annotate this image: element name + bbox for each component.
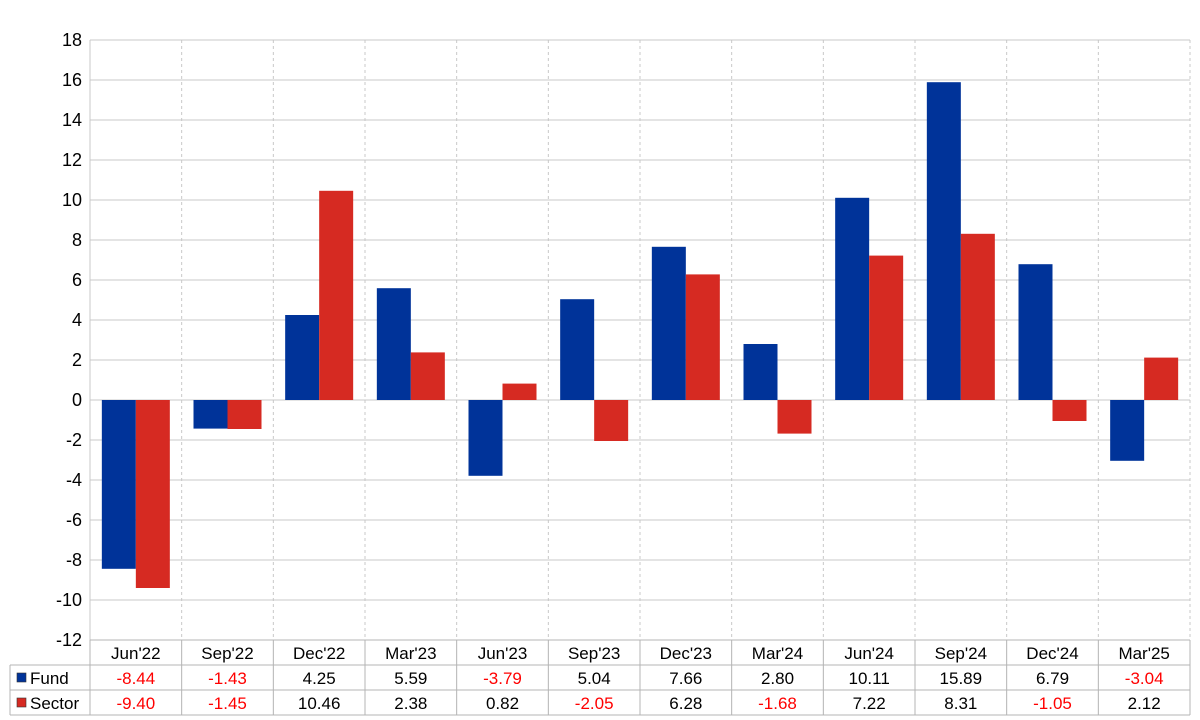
category-label: Sep'24 [935, 644, 987, 663]
bar-fund-0 [101, 400, 136, 569]
data-label-sector: 2.38 [394, 694, 427, 713]
data-label-fund: -3.04 [1125, 669, 1164, 688]
category-label: Mar'23 [385, 644, 436, 663]
category-label: Sep'23 [568, 644, 620, 663]
bar-sector-2 [319, 190, 354, 400]
data-label-fund: 6.79 [1036, 669, 1069, 688]
bar-sector-0 [135, 400, 170, 588]
bar-sector-10 [1052, 400, 1087, 421]
data-label-fund: 5.04 [578, 669, 611, 688]
data-label-sector: 8.31 [944, 694, 977, 713]
data-label-sector: -1.68 [758, 694, 797, 713]
data-label-fund: 10.11 [849, 669, 890, 688]
grid-lines [89, 39, 1191, 641]
legend-label-fund: Fund [30, 669, 69, 688]
bar-sector-6 [685, 274, 720, 400]
data-table: Jun'22 Sep'22 Dec'22 Mar'23 Jun'23 Sep'23 Dec'… [9, 639, 1191, 716]
bar-fund-6 [651, 246, 686, 400]
data-label-fund: -3.79 [483, 669, 522, 688]
data-label-fund: -1.43 [208, 669, 247, 688]
y-axis: 18 16 14 12 10 8 6 4 2 0 -2 -4 -6 -8 -10 -12 [56, 30, 82, 650]
y-tick-label: 16 [62, 70, 82, 90]
category-label: Mar'24 [752, 644, 803, 663]
y-tick-label: 12 [62, 150, 82, 170]
bar-fund-1 [193, 400, 228, 429]
y-tick-label: 10 [62, 190, 82, 210]
bar-fund-11 [1110, 400, 1145, 461]
y-tick-label: 8 [72, 230, 82, 250]
data-label-fund: -8.44 [116, 669, 155, 688]
legend-label-sector: Sector [30, 694, 79, 713]
category-label: Jun'24 [844, 644, 894, 663]
data-label-sector: 0.82 [486, 694, 519, 713]
category-label: Dec'22 [293, 644, 345, 663]
category-label: Sep'22 [201, 644, 253, 663]
y-tick-label: -6 [66, 510, 82, 530]
y-tick-label: 0 [72, 390, 82, 410]
y-tick-label: 2 [72, 350, 82, 370]
legend-swatch-sector [16, 697, 27, 708]
data-label-fund: 2.80 [761, 669, 794, 688]
bar-sector-4 [502, 383, 537, 400]
bar-fund-8 [835, 197, 870, 400]
bar-sector-9 [960, 233, 995, 400]
bar-fund-9 [926, 82, 961, 400]
data-label-sector: -9.40 [116, 694, 155, 713]
data-label-sector: 2.12 [1128, 694, 1161, 713]
y-tick-label: 6 [72, 270, 82, 290]
bar-sector-1 [227, 400, 262, 429]
y-tick-label: -8 [66, 550, 82, 570]
data-label-fund: 15.89 [940, 669, 983, 688]
bar-fund-5 [560, 299, 595, 400]
bar-fund-7 [743, 344, 778, 400]
bar-fund-4 [468, 400, 503, 476]
y-tick-label: -10 [56, 590, 82, 610]
bar-fund-3 [376, 288, 411, 400]
data-label-sector: -1.05 [1033, 694, 1072, 713]
data-label-sector: 6.28 [669, 694, 702, 713]
bar-sector-8 [869, 255, 904, 400]
legend-swatch-fund [16, 672, 27, 683]
data-label-sector: -2.05 [575, 694, 614, 713]
bars [101, 82, 1179, 588]
bar-sector-11 [1144, 357, 1179, 400]
category-label: Dec'24 [1026, 644, 1078, 663]
data-label-fund: 4.25 [303, 669, 336, 688]
y-tick-label: -4 [66, 470, 82, 490]
y-tick-label: 4 [72, 310, 82, 330]
data-label-fund: 5.59 [394, 669, 427, 688]
data-label-sector: 10.46 [298, 694, 341, 713]
bar-sector-7 [777, 400, 812, 434]
y-tick-label: 14 [62, 110, 82, 130]
category-label: Mar'25 [1118, 644, 1169, 663]
data-label-fund: 7.66 [669, 669, 702, 688]
bar-sector-3 [410, 352, 445, 400]
bar-sector-5 [594, 400, 629, 441]
y-tick-label: -12 [56, 630, 82, 650]
category-label: Jun'23 [478, 644, 528, 663]
bar-fund-10 [1018, 264, 1053, 400]
category-label: Jun'22 [111, 644, 161, 663]
y-tick-label: 18 [62, 30, 82, 50]
data-label-sector: -1.45 [208, 694, 247, 713]
category-label: Dec'23 [660, 644, 712, 663]
data-label-sector: 7.22 [853, 694, 886, 713]
bar-fund-2 [285, 315, 320, 400]
y-tick-label: -2 [66, 430, 82, 450]
